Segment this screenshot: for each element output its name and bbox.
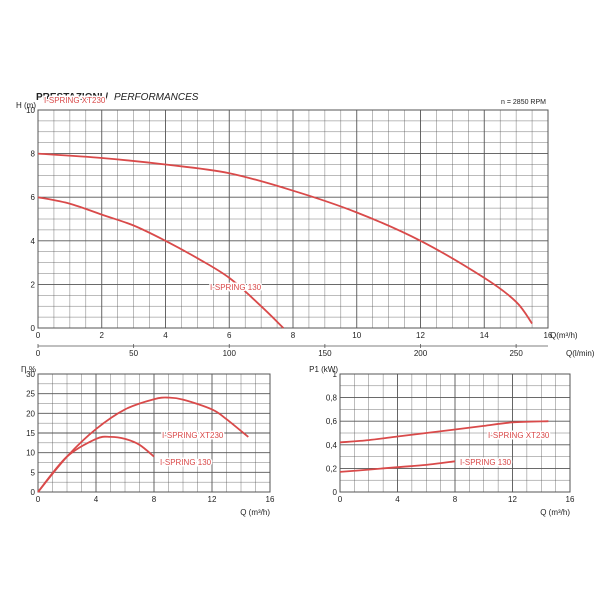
x2-axis-label: Q(l/min) — [566, 349, 595, 358]
x2-tick-label: 200 — [414, 349, 428, 358]
y-tick-label: 2 — [31, 280, 36, 289]
x-axis-label: Q(m³/h) — [550, 331, 578, 340]
y-tick-label: 5 — [31, 468, 36, 477]
y-tick-label: 0 — [31, 324, 36, 333]
y-tick-label: 0 — [333, 488, 338, 497]
x-tick-label: 8 — [152, 495, 157, 504]
x-tick-label: 4 — [94, 495, 99, 504]
series-line-i-spring-xt230 — [37, 396, 249, 493]
x-tick-label: 2 — [100, 331, 105, 340]
title-it: PRESTAZIONI / — [36, 92, 108, 103]
series-line-i-spring-130 — [37, 196, 285, 329]
x2-tick-label: 250 — [509, 349, 523, 358]
y-tick-label: 15 — [26, 429, 35, 438]
series-label-i-spring-xt230: I-SPRING XT230 — [488, 431, 550, 440]
y-tick-label: 0 — [31, 488, 36, 497]
series-label-i-spring-xt230: I-SPRING XT230 — [44, 96, 106, 105]
y-tick-label: 1 — [333, 370, 338, 379]
x-tick-label: 0 — [338, 495, 343, 504]
plot-frame — [339, 373, 571, 493]
y-tick-label: 30 — [26, 370, 35, 379]
x-axis-label: Q (m³/h) — [540, 508, 570, 517]
series-line-i-spring-xt230 — [37, 152, 533, 325]
y-axis-label: P1 (kW) — [309, 365, 338, 374]
x-tick-label: 16 — [544, 331, 553, 340]
efficiency-curve-panel: 0 4 8 12 16 0 5 10 15 20 25 30Ƞ % Q (m³/h) I-SPRING X… — [21, 365, 275, 517]
plot-frame — [37, 109, 549, 329]
y-tick-label: 0,4 — [326, 441, 338, 450]
x2-tick-label: 50 — [129, 349, 138, 358]
series-label-i-spring-130: I-SPRING 130 — [210, 283, 262, 292]
series-label-i-spring-130: I-SPRING 130 — [160, 458, 212, 467]
x-tick-label: 16 — [566, 495, 575, 504]
x-tick-label: 16 — [266, 495, 275, 504]
x-tick-label: 6 — [227, 331, 232, 340]
y-tick-label: 0,6 — [326, 417, 338, 426]
y-tick-label: 10 — [26, 106, 35, 115]
x-tick-label: 4 — [395, 495, 400, 504]
x-tick-label: 8 — [453, 495, 458, 504]
y-tick-label: 4 — [31, 237, 36, 246]
series-label-i-spring-xt230: I-SPRING XT230 — [162, 431, 224, 440]
x-tick-label: 12 — [208, 495, 217, 504]
y-tick-label: 8 — [31, 150, 36, 159]
x2-tick-label: 100 — [223, 349, 237, 358]
series-label-i-spring-130: I-SPRING 130 — [460, 458, 512, 467]
title-en: PERFORMANCES — [114, 92, 199, 103]
series-line-i-spring-xt230 — [339, 420, 549, 444]
x-tick-label: 12 — [508, 495, 517, 504]
y-tick-label: 0,2 — [326, 464, 338, 473]
y-tick-label: 20 — [26, 409, 35, 418]
power-curve-panel: 0 4 8 12 16 0 0,2 0,4 0,6 0,8 1P1 (kW) Q (m³/h) I-SP… — [309, 365, 575, 517]
y-tick-label: 10 — [26, 449, 35, 458]
x-tick-label: 0 — [36, 331, 41, 340]
speed-note: n = 2850 RPM — [501, 99, 546, 106]
x2-tick-label: 0 — [36, 349, 41, 358]
y-tick-label: 0,8 — [326, 394, 338, 403]
x-tick-label: 8 — [291, 331, 296, 340]
x-axis-label: Q (m³/h) — [240, 508, 270, 517]
plot-frame — [37, 373, 271, 493]
y-axis-label: Ƞ % — [21, 365, 36, 374]
x-tick-label: 12 — [416, 331, 425, 340]
x-tick-label: 10 — [352, 331, 361, 340]
x2-tick-label: 150 — [318, 349, 332, 358]
x-tick-label: 0 — [36, 495, 41, 504]
y-tick-label: 25 — [26, 390, 35, 399]
x-tick-label: 14 — [480, 331, 489, 340]
series-line-i-spring-130 — [339, 460, 456, 473]
y-axis-label: H (m) — [16, 101, 36, 110]
series-line-i-spring-130 — [37, 435, 155, 493]
y-tick-label: 6 — [31, 193, 36, 202]
x-tick-label: 4 — [163, 331, 168, 340]
